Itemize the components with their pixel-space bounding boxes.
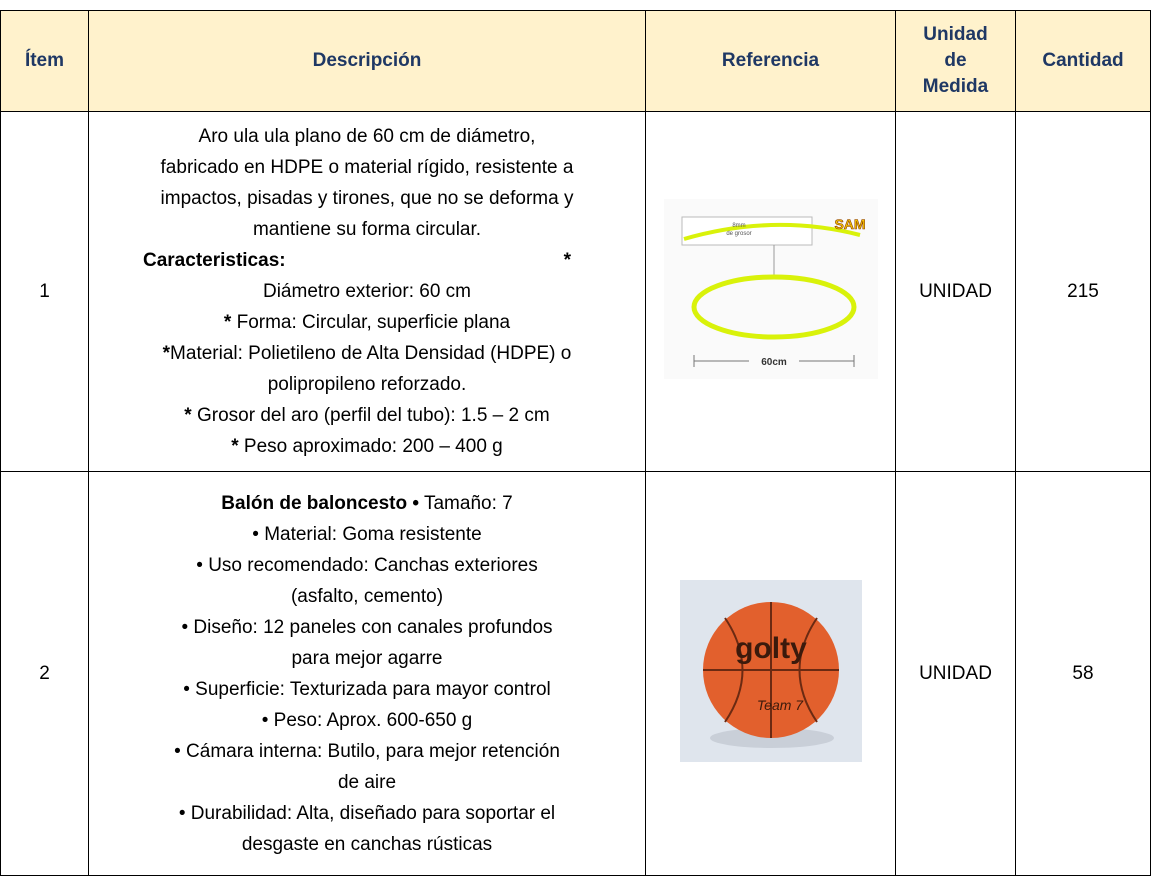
- quantity-cell: 215: [1015, 111, 1151, 472]
- description-text: Peso aproximado: 200 – 400 g: [238, 436, 503, 457]
- unit-text: UNIDAD: [919, 280, 992, 302]
- description-text: de aire: [337, 771, 397, 793]
- description-line: • Diseño: 12 paneles con canales profund…: [93, 612, 641, 643]
- description-text: desgaste en canchas rústicas: [241, 833, 493, 855]
- header-text: Referencia: [721, 50, 820, 71]
- ball-image: golty Team 7: [679, 579, 862, 762]
- description-text: *: [184, 405, 192, 426]
- description-text: *: [162, 343, 171, 364]
- description-text: Tamaño: 7: [419, 492, 513, 514]
- header-cell: Cantidad: [1015, 10, 1151, 112]
- description-text: Balón de baloncesto •: [221, 492, 420, 514]
- description-cell: Balón de baloncesto • Tamaño: 7 • Materia…: [88, 471, 646, 876]
- description-text: para mejor agarre: [291, 647, 443, 669]
- header-cell: Unidad de Medida: [895, 10, 1016, 112]
- description-line: Balón de baloncesto • Tamaño: 7: [93, 488, 641, 519]
- unit-text: UNIDAD: [919, 662, 992, 684]
- header-text: Descripción: [312, 50, 422, 71]
- description-text: • Uso recomendado: Canchas exteriores: [196, 554, 538, 576]
- description-text: *: [223, 312, 232, 333]
- header-text: Ítem: [24, 50, 65, 71]
- description-text: polipropileno reforzado.: [267, 374, 467, 395]
- description-line: • Durabilidad: Alta, diseñado para sopor…: [93, 798, 641, 829]
- description-text: • Peso: Aprox. 600-650 g: [261, 709, 473, 731]
- image-label: Team 7: [756, 697, 803, 713]
- table-row: 2 Balón de baloncesto • Tamaño: 7 • Materi…: [0, 471, 1151, 876]
- description-text: *: [231, 436, 239, 457]
- description-line: *Material: Polietileno de Alta Densidad …: [93, 338, 641, 369]
- item-number: 2: [39, 662, 50, 684]
- quantity-text: 58: [1072, 662, 1094, 684]
- description-text: • Diseño: 12 paneles con canales profund…: [181, 616, 553, 638]
- header-row: Ítem Descripción Referencia Unidad de Medid…: [0, 10, 1151, 112]
- reference-cell: golty Team 7: [645, 471, 896, 876]
- item-number: 1: [39, 280, 50, 302]
- image-label: de grosor: [726, 231, 751, 237]
- header-text: Unidad de Medida: [922, 24, 989, 97]
- description-line: para mejor agarre: [93, 643, 641, 674]
- header-text: Cantidad: [1042, 50, 1124, 71]
- description-line: desgaste en canchas rústicas: [93, 829, 641, 860]
- description-text: • Durabilidad: Alta, diseñado para sopor…: [178, 802, 556, 824]
- description-text: Caracteristicas:: [143, 250, 286, 271]
- description-text: *: [563, 250, 571, 271]
- description-line: fabricado en HDPE o material rígido, res…: [93, 152, 641, 183]
- image-label: 60cm: [761, 357, 787, 368]
- description-line: • Peso: Aprox. 600-650 g: [93, 705, 641, 736]
- description-line: • Superficie: Texturizada para mayor con…: [93, 674, 641, 705]
- image-label: golty: [735, 632, 807, 665]
- quantity-cell: 58: [1015, 471, 1151, 876]
- description-text: Grosor del aro (perfil del tubo): 1.5 – …: [191, 405, 550, 426]
- description-text: • Cámara interna: Butilo, para mejor ret…: [174, 740, 560, 762]
- header-cell: Referencia: [645, 10, 896, 112]
- product-table: Ítem Descripción Referencia Unidad de Medid…: [0, 10, 1151, 876]
- description-line: Caracteristicas: *: [93, 245, 641, 276]
- reference-cell: 8mm de grosor SAM 60cm: [645, 111, 896, 472]
- description-line: * Grosor del aro (perfil del tubo): 1.5 …: [93, 400, 641, 431]
- quantity-text: 215: [1067, 280, 1099, 302]
- description-text: Material: Polietileno de Alta Densidad (…: [170, 343, 572, 364]
- description-text: impactos, pisadas y tirones, que no se d…: [160, 188, 574, 209]
- table-row: 1 Aro ula ula plano de 60 cm de diámetro,…: [0, 111, 1151, 472]
- description-text: mantiene su forma circular.: [252, 219, 482, 240]
- unit-cell: UNIDAD: [895, 111, 1016, 472]
- table-body: 1 Aro ula ula plano de 60 cm de diámetro,…: [0, 111, 1151, 876]
- description-text: Diámetro exterior: 60 cm: [262, 281, 471, 302]
- description-line: polipropileno reforzado.: [93, 369, 641, 400]
- description-cell: Aro ula ula plano de 60 cm de diámetro, f…: [88, 111, 646, 472]
- description-line: * Forma: Circular, superficie plana: [93, 307, 641, 338]
- description-line: • Material: Goma resistente: [93, 519, 641, 550]
- description-line: Aro ula ula plano de 60 cm de diámetro,: [93, 121, 641, 152]
- item-cell: 2: [0, 471, 89, 876]
- image-label: SAM: [834, 216, 865, 232]
- description-line: (asfalto, cemento): [93, 581, 641, 612]
- description-line: mantiene su forma circular.: [93, 214, 641, 245]
- item-cell: 1: [0, 111, 89, 472]
- description-text: Aro ula ula plano de 60 cm de diámetro,: [198, 126, 536, 147]
- description-line: • Cámara interna: Butilo, para mejor ret…: [93, 736, 641, 767]
- header-cell: Descripción: [88, 10, 646, 112]
- description-text: • Material: Goma resistente: [252, 523, 482, 545]
- description-line: impactos, pisadas y tirones, que no se d…: [93, 183, 641, 214]
- description-text: • Superficie: Texturizada para mayor con…: [183, 678, 551, 700]
- description-text: Forma: Circular, superficie plana: [231, 312, 511, 333]
- description-line: • Uso recomendado: Canchas exteriores: [93, 550, 641, 581]
- description-line: * Peso aproximado: 200 – 400 g: [93, 431, 641, 462]
- description-text: (asfalto, cemento): [290, 585, 444, 607]
- unit-cell: UNIDAD: [895, 471, 1016, 876]
- description-line: de aire: [93, 767, 641, 798]
- image-label: 8mm: [732, 223, 745, 229]
- header-cell: Ítem: [0, 10, 89, 112]
- description-text: fabricado en HDPE o material rígido, res…: [160, 157, 574, 178]
- description-line: Diámetro exterior: 60 cm: [93, 276, 641, 307]
- hoop-image: 8mm de grosor SAM 60cm: [663, 198, 878, 379]
